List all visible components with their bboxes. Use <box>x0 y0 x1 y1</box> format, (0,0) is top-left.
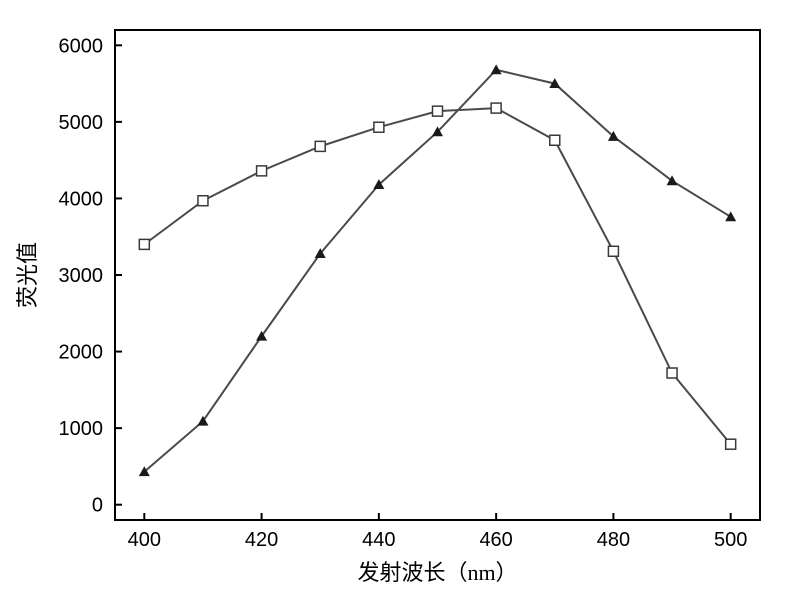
y-tick-label: 4000 <box>59 188 104 210</box>
y-tick-label: 5000 <box>59 112 104 134</box>
x-tick-label: 460 <box>479 529 512 551</box>
chart-container: 4004204404604805000100020003000400050006… <box>0 0 800 607</box>
x-tick-label: 500 <box>714 529 747 551</box>
y-tick-label: 1000 <box>59 418 104 440</box>
x-tick-label: 400 <box>128 529 161 551</box>
series-square-marker <box>726 439 736 449</box>
series-triangle-marker <box>725 211 736 221</box>
plot-border <box>115 30 760 520</box>
series-square-marker <box>550 135 560 145</box>
series-square-marker <box>667 368 677 378</box>
chart-svg: 4004204404604805000100020003000400050006… <box>0 0 800 607</box>
series-square-marker <box>608 246 618 256</box>
x-tick-label: 480 <box>597 529 630 551</box>
y-tick-label: 3000 <box>59 265 104 287</box>
series-square-marker <box>257 166 267 176</box>
series-square-marker <box>374 122 384 132</box>
series-square-marker <box>198 196 208 206</box>
series-square-marker <box>433 106 443 116</box>
x-tick-label: 420 <box>245 529 278 551</box>
y-tick-label: 0 <box>92 495 103 517</box>
y-axis-label: 荧光值 <box>15 242 40 308</box>
series-triangle-marker <box>491 64 502 74</box>
series-square-marker <box>315 141 325 151</box>
series-square-marker <box>491 103 501 113</box>
y-tick-label: 2000 <box>59 342 104 364</box>
series-square-marker <box>139 239 149 249</box>
x-axis-label: 发射波长（nm） <box>357 560 517 585</box>
y-tick-label: 6000 <box>59 35 104 57</box>
x-tick-label: 440 <box>362 529 395 551</box>
